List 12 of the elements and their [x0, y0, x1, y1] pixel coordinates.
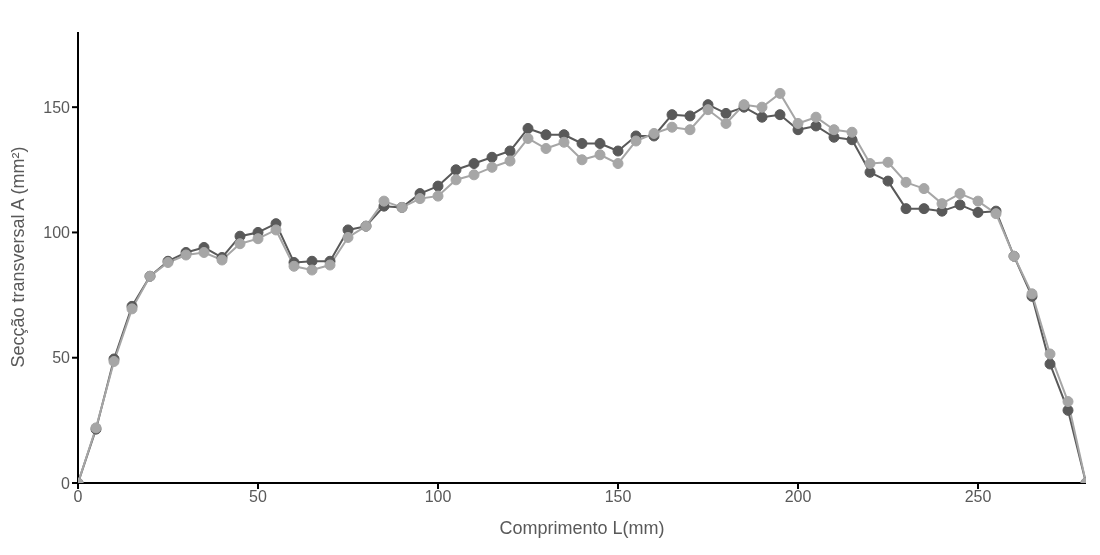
y-axis-title: Secção transversal A (mm²) — [8, 146, 29, 368]
x-tick-label: 0 — [73, 488, 83, 506]
x-axis-title: Comprimento L(mm) — [499, 517, 665, 538]
x-tick-label: 200 — [784, 488, 812, 506]
x-tick-label: 100 — [424, 488, 452, 506]
y-tick-label: 50 — [52, 349, 71, 367]
x-tick-label: 150 — [604, 488, 632, 506]
y-tick-label: 150 — [43, 98, 71, 116]
x-tick-label: 250 — [964, 488, 992, 506]
y-tick-label: 0 — [61, 474, 71, 492]
y-tick-label: 100 — [43, 224, 71, 242]
x-tick-label: 50 — [249, 488, 267, 506]
